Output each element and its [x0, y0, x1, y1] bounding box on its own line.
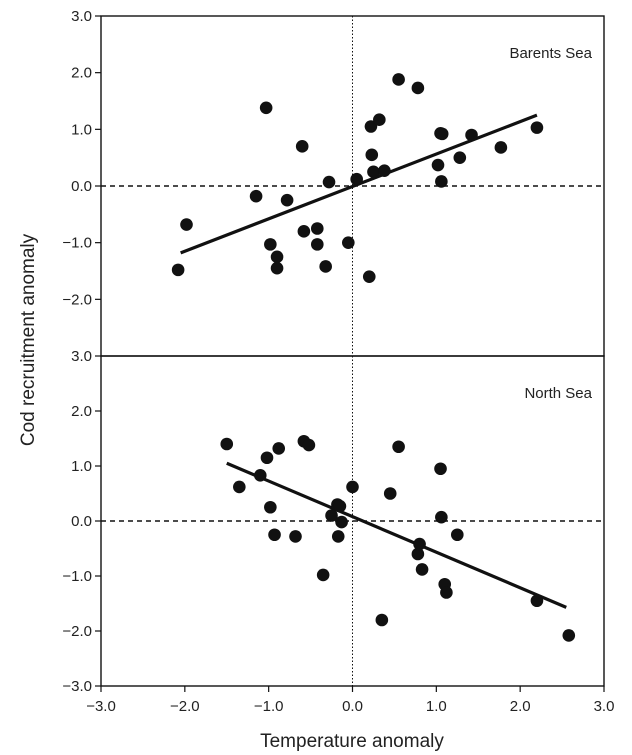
north-sea-data-point [302, 438, 316, 452]
barents-sea-data-point [259, 101, 273, 115]
north-sea-y-tick-label: 3.0 [71, 348, 92, 365]
x-tick-label: 1.0 [426, 698, 447, 715]
north-sea-y-tick-label: 1.0 [71, 458, 92, 475]
barents-sea-data-point [465, 128, 478, 142]
north-sea-panel-label: North Sea [524, 385, 592, 402]
barents-sea-data-point [435, 127, 449, 141]
north-sea-data-point [220, 437, 234, 451]
north-sea-data-point [383, 487, 397, 500]
north-sea-data-point [335, 515, 348, 529]
barents-sea-data-point [171, 263, 185, 277]
y-axis-title: Cod recruitment anomaly [18, 233, 39, 446]
barents-sea-data-point [295, 140, 309, 153]
barents-sea-data-point [297, 225, 311, 238]
barents-sea-y-tick-label: 3.0 [71, 8, 92, 25]
barents-sea-data-point [453, 151, 467, 164]
x-tick-label: −1.0 [254, 698, 284, 715]
barents-sea-data-point [264, 238, 277, 251]
barents-sea-data-point [392, 73, 405, 86]
north-sea-data-point [333, 499, 347, 513]
barents-sea-data-point [180, 218, 193, 231]
north-sea-data-point [435, 510, 448, 524]
barents-sea-data-point [373, 113, 386, 126]
barents-sea-data-point [362, 270, 376, 283]
north-sea-data-point [440, 586, 453, 599]
barents-sea-data-point [310, 238, 324, 251]
barents-sea-data-point [350, 172, 363, 186]
north-sea-y-tick-label: −2.0 [62, 623, 92, 640]
barents-sea-data-point [530, 121, 544, 134]
barents-sea-data-point [310, 222, 324, 235]
north-sea-data-point [316, 568, 330, 582]
north-sea-regression-line [226, 461, 567, 609]
north-sea-data-point [562, 629, 576, 642]
north-sea-data-point [392, 440, 405, 454]
x-tick-label: 0.0 [342, 698, 363, 715]
barents-sea-data-point [270, 250, 284, 264]
north-sea-data-point [272, 442, 286, 455]
north-sea-data-point [289, 530, 302, 543]
north-sea-data-point [346, 480, 359, 494]
north-sea-data-point [413, 537, 426, 551]
north-sea-y-tick-label: 2.0 [71, 403, 92, 420]
barents-sea-data-point [367, 165, 380, 179]
north-sea-data-point [530, 594, 544, 608]
barents-sea-y-tick-label: 1.0 [71, 121, 92, 138]
barents-sea-panel-label: Barents Sea [509, 45, 592, 62]
north-sea-data-point [415, 563, 429, 576]
barents-sea-data-point [431, 158, 445, 172]
barents-sea-data-point [494, 141, 508, 154]
north-sea-y-tick-label: −1.0 [62, 568, 92, 585]
north-sea-data-point [450, 528, 464, 542]
north-sea-data-point [375, 613, 389, 627]
barents-sea-data-point [322, 175, 336, 189]
barents-sea-data-point [249, 189, 263, 203]
north-sea-data-point [264, 500, 277, 514]
x-tick-label: 2.0 [510, 698, 531, 715]
north-sea-data-point [260, 451, 274, 465]
north-sea-y-tick-label: 0.0 [71, 513, 92, 530]
north-sea-data-point [233, 480, 246, 494]
barents-sea-data-point [280, 193, 294, 207]
x-axis-title: Temperature anomaly [260, 731, 444, 752]
north-sea-y-tick-label: −3.0 [62, 678, 92, 695]
north-sea-data-point [331, 530, 345, 543]
x-tick-label: 3.0 [594, 698, 615, 715]
barents-sea-data-point [365, 148, 379, 162]
barents-sea-data-point [270, 261, 284, 275]
x-tick-label: −2.0 [170, 698, 200, 715]
barents-sea-data-point [411, 81, 425, 95]
barents-sea-y-tick-label: 0.0 [71, 178, 92, 195]
north-sea-data-point [268, 528, 281, 542]
barents-sea-data-point [319, 260, 332, 273]
barents-sea-data-point [378, 164, 391, 177]
x-tick-label: −3.0 [86, 698, 116, 715]
north-sea-data-point [434, 462, 447, 476]
north-sea-data-point [325, 509, 338, 522]
barents-sea-data-point [364, 120, 378, 133]
north-sea-data-point [253, 469, 267, 482]
barents-sea-y-tick-label: 2.0 [71, 65, 92, 82]
barents-sea-y-tick-label: −2.0 [62, 291, 92, 308]
north-sea-data-point [411, 547, 425, 561]
barents-sea-data-point [342, 236, 355, 249]
barents-sea-y-tick-label: −1.0 [62, 235, 92, 252]
barents-sea-data-point [435, 175, 448, 188]
